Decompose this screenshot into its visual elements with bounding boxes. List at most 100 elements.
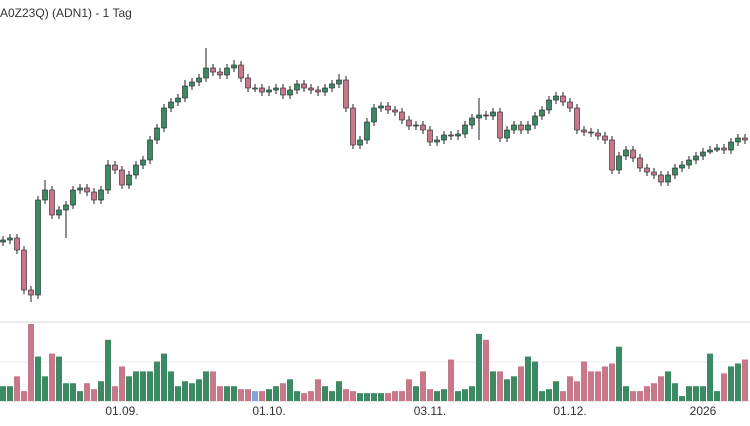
candle-body bbox=[742, 137, 748, 141]
volume-bar bbox=[455, 391, 461, 401]
volume-bar bbox=[49, 353, 55, 401]
volume-bar bbox=[28, 323, 34, 401]
candle-body bbox=[189, 81, 195, 87]
candle-body bbox=[462, 124, 468, 135]
candle-body bbox=[147, 139, 153, 161]
candle-body bbox=[448, 134, 454, 137]
volume-bar bbox=[350, 391, 356, 401]
candle-body bbox=[238, 64, 244, 79]
candle-body bbox=[616, 155, 622, 171]
volume-bar bbox=[245, 389, 251, 401]
volume-bar bbox=[196, 379, 202, 401]
volume-bar bbox=[7, 386, 13, 401]
volume-bar bbox=[378, 393, 384, 401]
volume-bar bbox=[546, 389, 552, 401]
volume-bar bbox=[588, 371, 594, 401]
volume-bar bbox=[679, 396, 685, 401]
candle-body bbox=[133, 164, 139, 176]
candle-body bbox=[182, 85, 188, 99]
volume-bar bbox=[420, 371, 426, 401]
volume-bar bbox=[210, 371, 216, 401]
candle-body bbox=[70, 189, 76, 206]
candle-body bbox=[560, 95, 566, 103]
candle-body bbox=[735, 137, 741, 143]
volume-bar bbox=[175, 386, 181, 401]
volume-bar bbox=[35, 356, 41, 401]
volume-bar bbox=[63, 383, 69, 401]
volume-bar bbox=[217, 386, 223, 401]
volume-bar bbox=[315, 379, 321, 401]
volume-bar bbox=[630, 391, 636, 401]
candle-body bbox=[651, 171, 657, 176]
volume-bar bbox=[273, 386, 279, 401]
candle-body bbox=[602, 135, 608, 141]
candle-body bbox=[406, 119, 412, 127]
volume-bar bbox=[511, 376, 517, 401]
volume-bar bbox=[539, 391, 545, 401]
candle-body bbox=[119, 169, 125, 186]
candle-body bbox=[28, 289, 34, 296]
candle-body bbox=[420, 124, 426, 131]
candle-body bbox=[385, 105, 391, 111]
volume-bar bbox=[252, 391, 258, 401]
candle-body bbox=[217, 71, 223, 76]
candle-body bbox=[392, 109, 398, 113]
volume-bar bbox=[343, 389, 349, 401]
candle-body bbox=[168, 101, 174, 109]
candle-body bbox=[14, 237, 20, 251]
volume-bar bbox=[714, 391, 720, 401]
volume-bar bbox=[259, 391, 265, 401]
x-tick-label: 01.09. bbox=[105, 404, 138, 418]
volume-bar bbox=[294, 391, 300, 401]
volume-bar bbox=[98, 381, 104, 401]
volume-bar bbox=[616, 346, 622, 401]
volume-bar bbox=[483, 339, 489, 401]
candle-body bbox=[525, 124, 531, 131]
volume-bar bbox=[490, 371, 496, 401]
volume-bar bbox=[672, 383, 678, 401]
volume-bar bbox=[203, 371, 209, 401]
volume-bar bbox=[308, 391, 314, 401]
candle-body bbox=[280, 87, 286, 96]
candle-body bbox=[721, 147, 727, 151]
volume-bar bbox=[637, 391, 643, 401]
volume-bar bbox=[602, 366, 608, 401]
candle-body bbox=[504, 129, 510, 139]
volume-bar bbox=[644, 386, 650, 401]
candle-body bbox=[609, 139, 615, 171]
volume-bar bbox=[462, 389, 468, 401]
volume-bar bbox=[70, 383, 76, 401]
x-tick-label: 03.11. bbox=[414, 404, 446, 418]
volume-bar bbox=[336, 381, 342, 401]
candle-body bbox=[350, 107, 356, 146]
volume-bar bbox=[322, 386, 328, 401]
volume-bar bbox=[14, 376, 20, 401]
candle-body bbox=[245, 77, 251, 89]
candle-body bbox=[364, 121, 370, 141]
candle-body bbox=[644, 167, 650, 173]
volume-bar bbox=[126, 376, 132, 401]
volume-bar bbox=[168, 371, 174, 401]
candle-body bbox=[140, 159, 146, 166]
volume-bar bbox=[518, 366, 524, 401]
candle-body bbox=[574, 107, 580, 131]
volume-bar bbox=[567, 376, 573, 401]
candle-body bbox=[581, 129, 587, 133]
candle-body bbox=[371, 107, 377, 123]
volume-bar bbox=[182, 381, 188, 401]
volume-bar bbox=[392, 391, 398, 401]
volume-bar bbox=[357, 393, 363, 401]
candle-body bbox=[126, 174, 132, 186]
candle-body bbox=[294, 83, 300, 91]
volume-bar bbox=[728, 366, 734, 401]
candle-body bbox=[35, 199, 41, 296]
volume-bar bbox=[707, 353, 713, 401]
candle-body bbox=[455, 133, 461, 137]
candle-body bbox=[42, 189, 48, 201]
x-tick-label: 01.10. bbox=[252, 404, 285, 418]
volume-bar bbox=[742, 359, 748, 401]
volume-bar bbox=[133, 371, 139, 401]
candle-body bbox=[266, 89, 272, 93]
candle-body bbox=[231, 64, 237, 69]
candle-body bbox=[224, 67, 230, 76]
